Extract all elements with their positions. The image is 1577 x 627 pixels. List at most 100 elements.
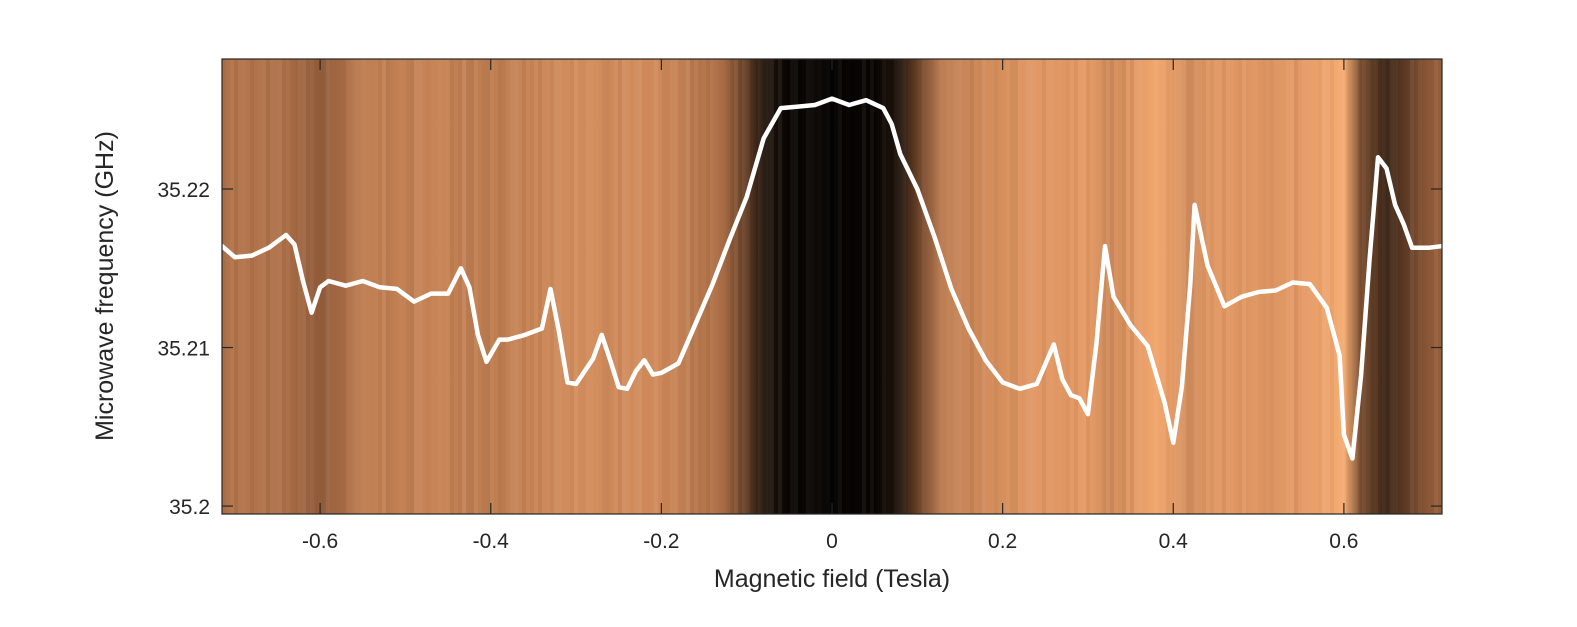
heatmap-streak <box>414 59 418 514</box>
x-tick-label: 0.4 <box>1159 530 1189 553</box>
heatmap-streak <box>994 59 998 514</box>
heatmap-streak <box>538 59 542 514</box>
heatmap-streak <box>1090 59 1094 514</box>
heatmap-streak <box>1050 59 1054 514</box>
heatmap-streak <box>1342 59 1346 514</box>
heatmap-streak <box>914 59 918 514</box>
heatmap-streak <box>1042 59 1046 514</box>
heatmap-streak <box>230 59 234 514</box>
heatmap-streak <box>490 59 494 514</box>
heatmap-streak <box>618 59 622 514</box>
heatmap-streak <box>1230 59 1234 514</box>
heatmap-streak <box>402 59 406 514</box>
x-tick-label: -0.2 <box>643 530 679 553</box>
heatmap-streak <box>954 59 958 514</box>
heatmap-streak <box>1294 59 1298 514</box>
heatmap-streak <box>762 59 766 514</box>
heatmap-streak <box>766 59 770 514</box>
heatmap-streak <box>1022 59 1026 514</box>
heatmap-streak <box>462 59 466 514</box>
heatmap-streak <box>534 59 538 514</box>
heatmap-streak <box>458 59 462 514</box>
heatmap-streak <box>874 59 878 514</box>
heatmap-streak <box>1194 59 1198 514</box>
heatmap-streak <box>970 59 974 514</box>
heatmap-streak <box>934 59 938 514</box>
heatmap-streak <box>982 59 986 514</box>
heatmap-streak <box>1226 59 1230 514</box>
heatmap-streak <box>838 59 842 514</box>
heatmap-streak <box>594 59 598 514</box>
heatmap-streak <box>890 59 894 514</box>
heatmap-streak <box>586 59 590 514</box>
heatmap-streak <box>1106 59 1110 514</box>
heatmap-streak <box>978 59 982 514</box>
heatmap-streak <box>1434 59 1438 514</box>
heatmap-streak <box>418 59 422 514</box>
heatmap-streak <box>330 59 334 514</box>
heatmap-streak <box>314 59 318 514</box>
x-axis: -0.6 -0.4 -0.2 0 0.2 0.4 0.6 <box>302 59 1358 553</box>
heatmap-streak <box>526 59 530 514</box>
heatmap-streak <box>926 59 930 514</box>
heatmap-streak <box>674 59 678 514</box>
heatmap-streak <box>678 59 682 514</box>
heatmap-streak <box>806 59 810 514</box>
heatmap-streak <box>1334 59 1338 514</box>
heatmap-streak <box>930 59 934 514</box>
heatmap-streak <box>1246 59 1250 514</box>
heatmap-streak <box>986 59 990 514</box>
heatmap-streak <box>626 59 630 514</box>
y-tick-label: 35.21 <box>157 338 210 361</box>
heatmap-streak <box>514 59 518 514</box>
heatmap-streak <box>854 59 858 514</box>
heatmap-streak <box>750 59 754 514</box>
heatmap-streak <box>1082 59 1086 514</box>
heatmap-streak <box>1302 59 1306 514</box>
heatmap-streak <box>658 59 662 514</box>
heatmap-streak <box>1410 59 1414 514</box>
heatmap-streak <box>1422 59 1426 514</box>
heatmap-streak <box>1338 59 1342 514</box>
heatmap-streak <box>906 59 910 514</box>
heatmap-streak <box>1006 59 1010 514</box>
heatmap-streak <box>454 59 458 514</box>
heatmap-streak <box>938 59 942 514</box>
heatmap-streak <box>578 59 582 514</box>
heatmap-streak <box>1262 59 1266 514</box>
heatmap-streak <box>1414 59 1418 514</box>
heatmap-streak <box>998 59 1002 514</box>
heatmap-streak <box>1154 59 1158 514</box>
heatmap-streak <box>1070 59 1074 514</box>
heatmap-streak <box>1222 59 1226 514</box>
heatmap-streak <box>918 59 922 514</box>
heatmap-streak <box>1182 59 1186 514</box>
heatmap-streak <box>810 59 814 514</box>
heatmap-streak <box>782 59 786 514</box>
heatmap-streak <box>242 59 246 514</box>
plot-area <box>221 58 1443 515</box>
heatmap-streak <box>354 59 358 514</box>
heatmap-streak <box>582 59 586 514</box>
heatmap-streak <box>650 59 654 514</box>
heatmap-streak <box>1086 59 1090 514</box>
x-tick-label: -0.6 <box>302 530 338 553</box>
heatmap-streak <box>1322 59 1326 514</box>
heatmap-streak <box>942 59 946 514</box>
heatmap-streak <box>1058 59 1062 514</box>
heatmap-streak <box>966 59 970 514</box>
heatmap-streak <box>602 59 606 514</box>
heatmap-streak <box>1178 59 1182 514</box>
heatmap-streak <box>870 59 874 514</box>
heatmap-streak <box>498 59 502 514</box>
heatmap-streak <box>506 59 510 514</box>
heatmap-streak <box>1142 59 1146 514</box>
heatmap-streak <box>714 59 718 514</box>
heatmap-streak <box>234 59 238 514</box>
heatmap-streak <box>1318 59 1322 514</box>
heatmap-streak <box>1390 59 1394 514</box>
heatmap-streak <box>1354 59 1358 514</box>
heatmap-streak <box>486 59 490 514</box>
heatmap-streak <box>278 59 282 514</box>
heatmap-streak <box>790 59 794 514</box>
